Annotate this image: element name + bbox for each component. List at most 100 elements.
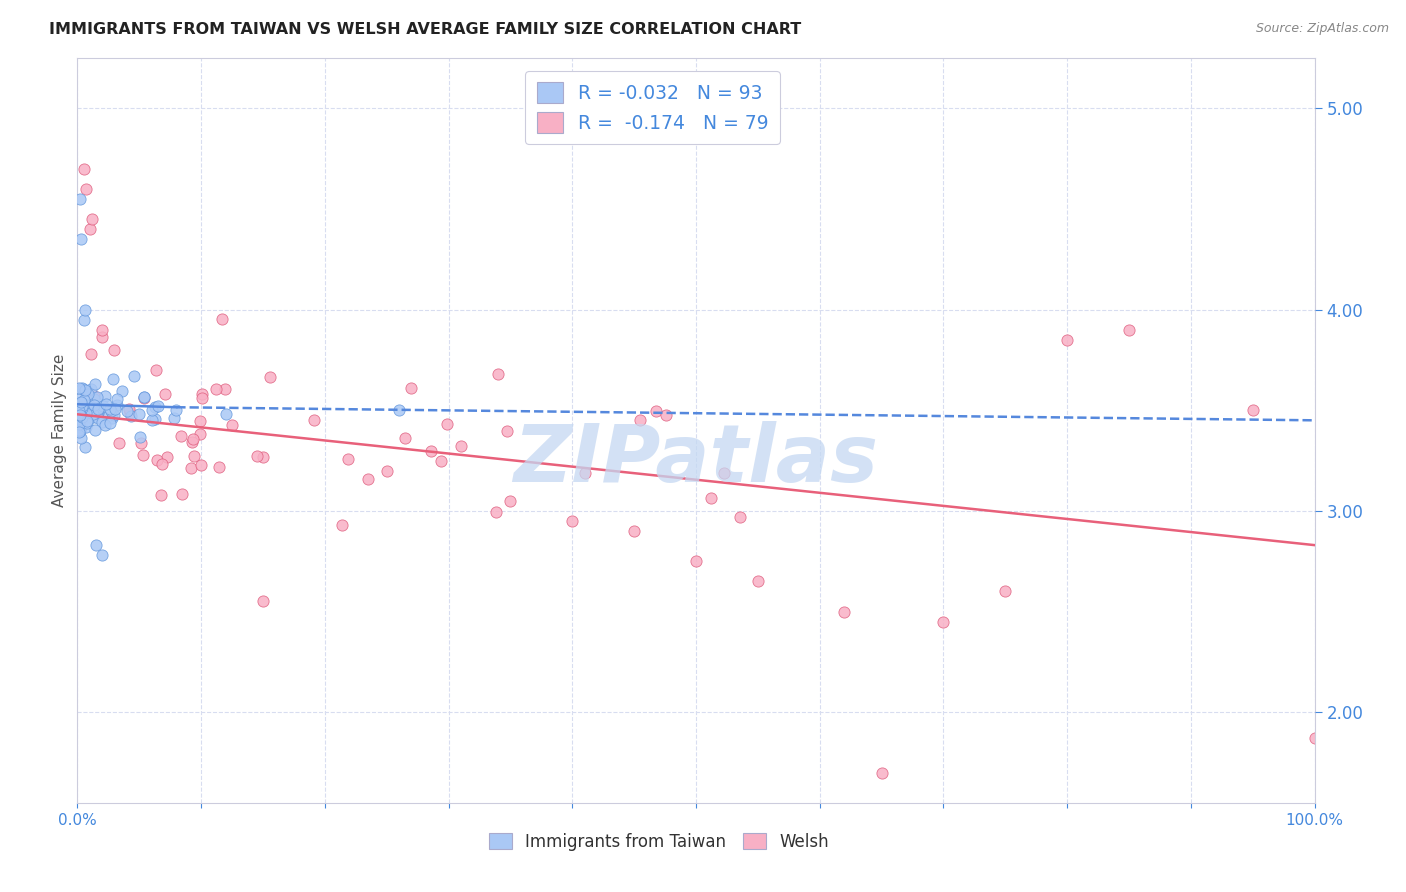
Point	[645, 403, 668, 417]
Point	[69, 395, 91, 409]
Point	[388, 403, 411, 417]
Point	[104, 402, 127, 417]
Text: ZIPatlas: ZIPatlas	[513, 421, 879, 500]
Point	[69, 408, 91, 422]
Point	[496, 425, 519, 439]
Point	[91, 548, 114, 562]
Point	[69, 403, 91, 417]
Point	[79, 347, 101, 361]
Point	[129, 435, 152, 450]
Point	[70, 232, 93, 246]
Point	[430, 454, 453, 468]
Point	[98, 416, 121, 430]
Point	[484, 505, 506, 519]
Point	[375, 464, 398, 478]
Point	[67, 398, 90, 412]
Point	[77, 387, 100, 401]
Point	[120, 406, 142, 420]
Point	[83, 389, 105, 403]
Point	[82, 212, 104, 227]
Point	[91, 399, 114, 413]
Point	[450, 439, 472, 453]
Point	[141, 413, 163, 427]
Point	[67, 425, 90, 439]
Point	[73, 384, 96, 398]
Point	[67, 417, 90, 432]
Point	[91, 330, 114, 344]
Point	[76, 399, 98, 413]
Point	[79, 400, 101, 414]
Point	[70, 401, 93, 415]
Point	[304, 413, 326, 427]
Point	[728, 510, 751, 524]
Point	[72, 161, 94, 176]
Point	[870, 765, 893, 780]
Point	[75, 409, 97, 423]
Point	[623, 524, 645, 538]
Point	[170, 429, 193, 443]
Point	[67, 392, 90, 406]
Point	[214, 382, 236, 396]
Legend: Immigrants from Taiwan, Welsh: Immigrants from Taiwan, Welsh	[482, 827, 835, 858]
Point	[73, 392, 96, 407]
Point	[105, 392, 128, 406]
Point	[252, 450, 274, 465]
Point	[84, 376, 107, 391]
Point	[1303, 731, 1326, 746]
Point	[72, 410, 94, 425]
Point	[394, 430, 416, 444]
Point	[252, 594, 274, 608]
Point	[120, 409, 142, 424]
Point	[128, 407, 150, 421]
Point	[70, 399, 93, 413]
Point	[75, 419, 97, 434]
Point	[96, 396, 118, 410]
Point	[70, 396, 93, 410]
Point	[67, 406, 90, 420]
Point	[82, 410, 104, 425]
Point	[93, 418, 115, 433]
Point	[747, 574, 769, 589]
Point	[932, 615, 955, 629]
Point	[420, 443, 443, 458]
Point	[67, 381, 90, 395]
Point	[69, 431, 91, 445]
Point	[128, 430, 150, 444]
Point	[1056, 333, 1078, 347]
Point	[91, 323, 114, 337]
Point	[357, 472, 380, 486]
Y-axis label: Average Family Size: Average Family Size	[52, 354, 67, 507]
Point	[103, 343, 125, 357]
Point	[181, 434, 204, 449]
Point	[73, 408, 96, 422]
Point	[561, 514, 583, 528]
Point	[1241, 403, 1264, 417]
Point	[118, 401, 141, 416]
Point	[337, 452, 360, 467]
Point	[103, 408, 125, 422]
Point	[628, 413, 651, 427]
Point	[655, 408, 678, 422]
Point	[87, 410, 110, 425]
Point	[76, 398, 98, 412]
Point	[67, 423, 90, 437]
Point	[205, 382, 228, 396]
Point	[145, 362, 167, 376]
Point	[79, 402, 101, 417]
Point	[90, 415, 112, 429]
Point	[67, 401, 90, 416]
Point	[215, 407, 238, 421]
Point	[143, 400, 166, 414]
Point	[100, 410, 122, 425]
Point	[163, 411, 186, 425]
Point	[96, 410, 118, 425]
Point	[70, 403, 93, 417]
Point	[436, 417, 458, 431]
Point	[172, 487, 194, 501]
Point	[156, 450, 179, 465]
Point	[132, 391, 155, 405]
Point	[83, 398, 105, 412]
Point	[188, 427, 211, 442]
Point	[146, 399, 169, 413]
Point	[72, 312, 94, 326]
